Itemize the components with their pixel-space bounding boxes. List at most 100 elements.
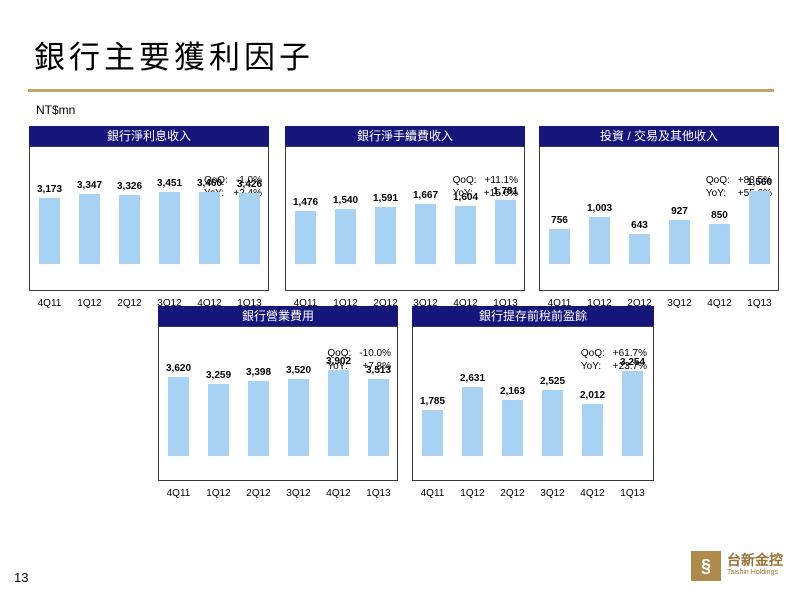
data-label: 1,476 (292, 197, 319, 208)
bar (542, 390, 563, 456)
x-tick-label: 1Q12 (206, 488, 231, 499)
stat-row: QoQ: +61.7% (581, 347, 647, 360)
x-tick-label: 1Q13 (620, 488, 645, 499)
stat-row: QoQ: +83.5% (706, 174, 772, 187)
data-label: 3,347 (76, 180, 103, 191)
stat-label: QoQ: (580, 348, 605, 359)
stat-label: QoQ: (327, 348, 352, 359)
bar (119, 195, 140, 264)
stat-label: YoY: (705, 188, 727, 199)
bar (199, 192, 220, 264)
data-label: 2,012 (579, 390, 606, 401)
x-tick-label: 3Q12 (413, 298, 438, 309)
x-tick-label: 2Q12 (117, 298, 142, 309)
data-label: 1,560 (746, 177, 773, 188)
data-label: 3,398 (245, 367, 272, 378)
taishin-logo-icon: § (691, 551, 721, 581)
bar (248, 381, 269, 456)
stat-value: +11.1% (484, 175, 518, 186)
data-label: 3,520 (285, 365, 312, 376)
data-label: 643 (631, 220, 648, 231)
data-label: 1,591 (372, 193, 399, 204)
data-label: 1,781 (492, 186, 519, 197)
x-tick-label: 1Q12 (587, 298, 612, 309)
x-tick-label: 4Q12 (326, 488, 351, 499)
logo-english-name: Taishin Holdings (727, 569, 778, 576)
data-label: 756 (551, 215, 568, 226)
x-tick-label: 3Q12 (667, 298, 692, 309)
page-number: 13 (14, 570, 29, 585)
bar (79, 194, 100, 264)
data-label: 1,667 (412, 190, 439, 201)
bar (622, 371, 643, 456)
x-tick-label: 4Q12 (197, 298, 222, 309)
stat-row: YoY: +7.8% (327, 360, 391, 373)
data-label: 1,003 (586, 203, 613, 214)
stat-row: QoQ: +11.1% (453, 174, 518, 187)
stat-label: QoQ: (203, 175, 228, 186)
data-label: 3,460 (196, 178, 223, 189)
x-tick-label: 1Q13 (237, 298, 262, 309)
bar (549, 229, 570, 264)
x-tick-label: 1Q12 (333, 298, 358, 309)
x-tick-label: 1Q12 (460, 488, 485, 499)
stat-label: YoY: (580, 361, 602, 372)
bar (629, 234, 650, 264)
bar (422, 410, 443, 456)
data-label: 850 (711, 210, 728, 221)
x-tick-label: 4Q11 (293, 298, 318, 309)
stat-row: QoQ: -10.0% (327, 347, 391, 360)
stat-value: +15.6% (483, 188, 518, 199)
growth-stats: QoQ: +61.7% YoY: +23.7% (581, 347, 647, 373)
bar (295, 211, 316, 264)
x-tick-label: 2Q12 (627, 298, 652, 309)
chart-plot-area: QoQ:+83.5%YoY:+55.6%7564Q111,0031Q126432… (539, 146, 779, 309)
bar (502, 400, 523, 456)
data-label: 3,173 (36, 184, 63, 195)
data-label: 3,254 (619, 357, 646, 368)
x-tick-label: 4Q11 (420, 488, 445, 499)
stat-row: YoY: +15.6% (453, 187, 518, 200)
growth-stats: QoQ: -10.0% YoY: +7.8% (327, 347, 391, 373)
unit-label: NT$mn (36, 103, 76, 117)
bar (669, 220, 690, 264)
x-tick-label: 4Q12 (580, 488, 605, 499)
bar (749, 191, 770, 264)
stat-value: +61.7% (612, 348, 647, 359)
x-tick-label: 3Q12 (286, 488, 311, 499)
data-label: 2,163 (499, 386, 526, 397)
data-label: 3,513 (365, 365, 392, 376)
title-divider (28, 89, 774, 92)
bar (239, 193, 260, 264)
stat-label: QoQ: (705, 175, 730, 186)
growth-stats: QoQ: +11.1% YoY: +15.6% (453, 174, 518, 200)
x-tick-label: 1Q13 (493, 298, 518, 309)
data-label: 2,631 (459, 373, 486, 384)
x-tick-label: 4Q11 (547, 298, 572, 309)
bar (368, 379, 389, 456)
data-label: 3,902 (325, 356, 352, 367)
bar (328, 370, 349, 456)
stat-row: YoY: +23.7% (581, 360, 647, 373)
stat-value: -1.0% (235, 175, 262, 186)
stat-row: QoQ: -1.0% (204, 174, 262, 187)
chart-plot-area: QoQ: +61.7% YoY: +23.7% 1,785 4Q11 2,631 1Q12 2,… (412, 326, 654, 499)
stat-value: +83.5% (737, 175, 772, 186)
chart-title: 銀行淨手續費收入 (285, 126, 525, 146)
data-label: 1,604 (452, 192, 479, 203)
bar (415, 204, 436, 264)
bar (335, 209, 356, 264)
stat-label: YoY: (327, 361, 348, 372)
bar (375, 207, 396, 264)
chart-panel: 銀行營業費用 QoQ: -10.0% YoY: +7.8% 3,620 4Q11 3,259 1… (158, 306, 398, 499)
data-label: 3,426 (236, 179, 263, 190)
chart-plot-area: QoQ: -10.0% YoY: +7.8% 3,620 4Q11 3,259 1Q12 3,3… (158, 326, 398, 499)
chart-title: 投資 / 交易及其他收入 (539, 126, 779, 146)
page-title: 銀行主要獲利因子 (34, 40, 314, 76)
chart-title: 銀行淨利息收入 (29, 126, 269, 146)
x-tick-label: 2Q12 (373, 298, 398, 309)
bar (709, 224, 730, 264)
x-tick-label: 4Q11 (166, 488, 191, 499)
logo-chinese-name: 台新金控 (727, 552, 783, 568)
chart-panel: 投資 / 交易及其他收入QoQ:+83.5%YoY:+55.6%7564Q111… (539, 126, 779, 309)
